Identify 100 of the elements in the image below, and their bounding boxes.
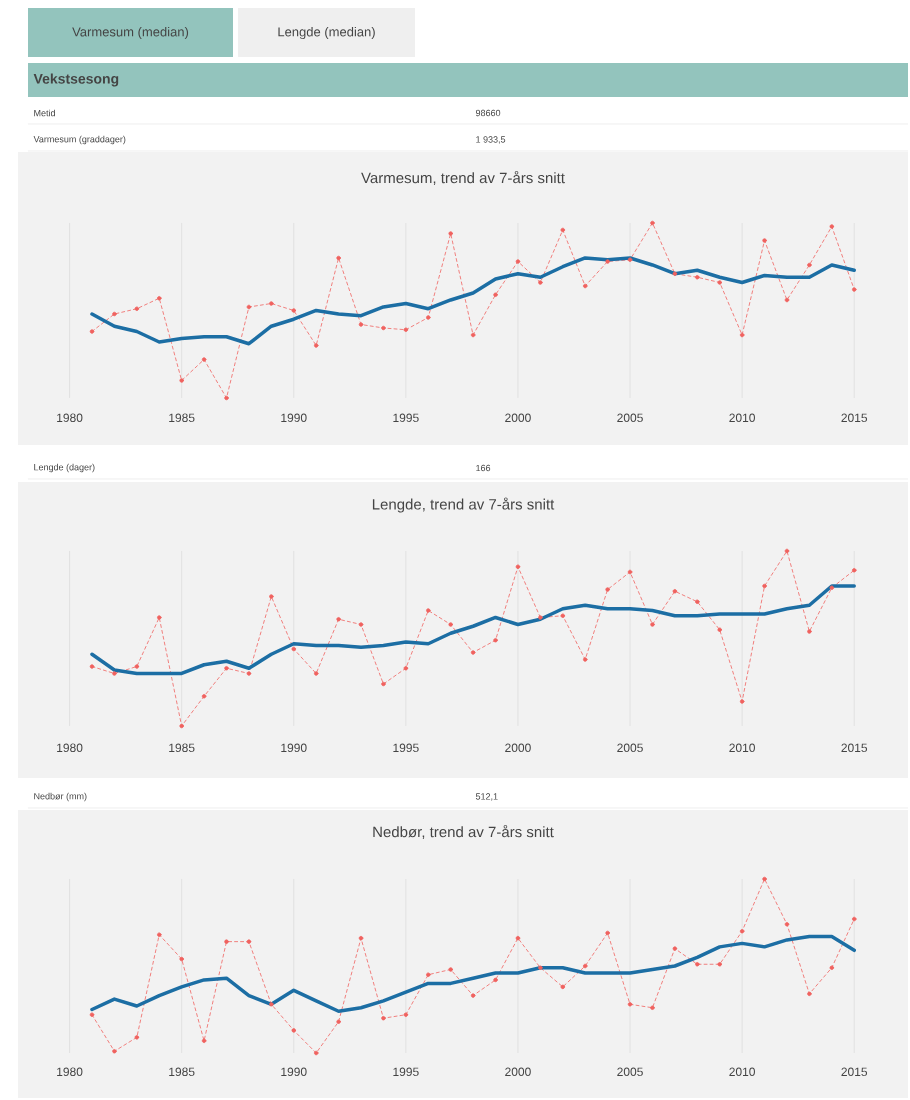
x-tick-label: 2015 [841,413,868,423]
point [112,1049,117,1054]
point [739,699,745,704]
point [470,332,476,338]
x-tick-label: 1985 [169,1067,195,1077]
point [470,993,476,998]
chart-title: Lengde, trend av 7-års snitt [372,497,555,513]
point [493,977,498,983]
point [582,963,588,969]
text: 98660 [475,109,501,117]
x-tick-label: 1990 [281,413,307,423]
point [246,304,252,310]
text: 512,1 [475,793,498,801]
point [650,622,655,627]
point [291,1028,296,1033]
point [807,991,812,997]
point [89,664,95,669]
point [224,395,229,401]
point [762,238,767,243]
text: Varmesum (graddager) [33,135,126,145]
point [157,932,162,937]
point [426,315,431,320]
point [695,962,700,967]
point [179,723,184,729]
point [605,930,610,936]
x-tick-label: 2000 [505,1067,531,1077]
point [313,671,319,676]
point [201,694,207,699]
x-tick-label: 2010 [729,743,755,753]
point [426,972,431,977]
x-tick-label: 2015 [841,1067,868,1077]
point [717,962,722,967]
point [560,227,565,233]
point [381,325,386,331]
point [336,255,341,261]
text: Lengde (dager) [34,463,95,473]
point [291,646,296,652]
point [493,638,498,643]
point [650,1005,655,1010]
point [852,916,857,922]
point [358,622,364,627]
point [201,357,207,362]
text: Lengde (median) [278,26,375,40]
x-tick-label: 1995 [393,413,419,423]
point [515,935,521,941]
point [246,671,252,676]
point [269,594,274,599]
point [246,939,252,944]
point [89,1012,95,1017]
point [112,671,117,676]
point [448,231,453,236]
point [224,666,229,671]
x-tick-label: 2005 [617,1067,643,1077]
point [650,220,655,226]
x-tick-label: 1995 [393,743,419,753]
point [179,378,184,383]
x-tick-label: 1980 [57,743,83,753]
text: Varmesum (median) [72,26,189,40]
text: 1 933,5 [476,136,506,144]
x-tick-label: 1990 [281,1067,307,1077]
x-tick-label: 2000 [505,413,531,423]
point [448,967,453,972]
point [403,666,409,671]
point [560,984,565,990]
point [538,965,543,970]
point [829,965,834,970]
point [470,650,476,655]
point [134,1035,140,1040]
point [269,1002,274,1007]
point [313,343,319,348]
point [739,929,745,934]
point [582,657,588,662]
x-tick-label: 1980 [57,413,83,423]
point [807,262,812,268]
point [672,946,678,951]
chart-title: Varmesum, trend av 7-års snitt [361,170,565,185]
point [403,1012,409,1017]
point [515,564,521,569]
point [358,322,364,327]
point [493,292,498,297]
point [112,311,117,317]
point [134,306,140,311]
point [627,257,633,262]
x-tick-label: 1990 [281,743,307,753]
point [852,568,857,573]
point [358,935,364,941]
x-tick-label: 2005 [617,413,643,423]
point [157,615,162,620]
point [784,548,790,554]
point [224,939,229,944]
text: Metid [34,109,55,117]
point [717,627,722,632]
point [381,681,386,687]
point [448,622,453,627]
x-tick-label: 1985 [169,413,195,423]
x-tick-label: 2015 [841,743,868,753]
point [695,275,700,280]
point [336,1019,341,1024]
point [134,664,140,669]
point [381,1016,386,1021]
